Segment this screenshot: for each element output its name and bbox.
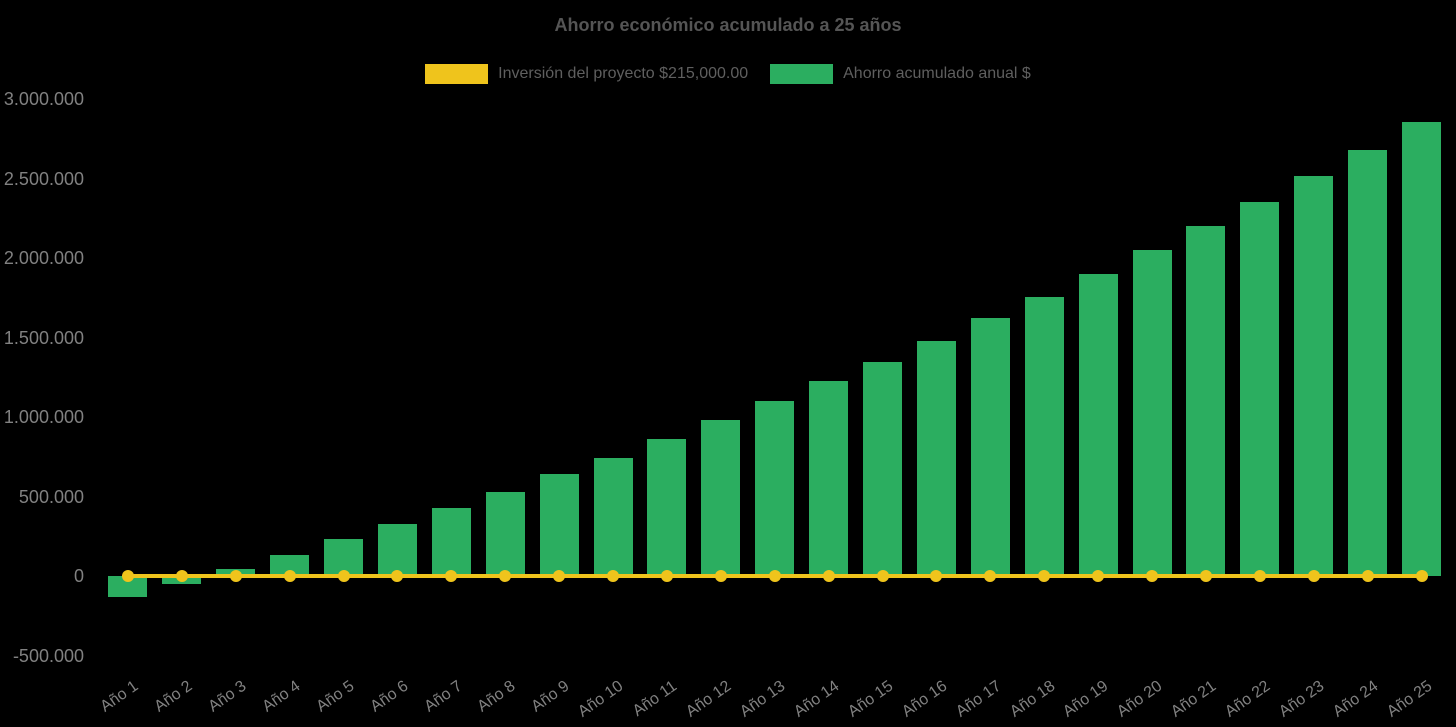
y-axis-tick-label: 3.000.000 (3, 89, 84, 109)
x-axis-tick-label: Año 9 (528, 677, 573, 716)
investment-line-marker-icon (229, 570, 242, 582)
investment-line-marker-icon (1253, 570, 1266, 582)
bar (270, 554, 310, 576)
x-axis-tick-label: Año 7 (420, 677, 465, 716)
y-axis-tick-label: 1.000.000 (3, 407, 84, 427)
x-axis-tick-label: Año 20 (1114, 677, 1166, 721)
investment-swatch-icon (425, 64, 489, 84)
investment-legend-label: Inversión del proyecto $215,000.00 (498, 65, 749, 82)
legend-item-savings[interactable]: Ahorro acumulado anual $ (770, 64, 1031, 84)
investment-line-marker-icon (984, 570, 997, 582)
investment-line-marker-icon (283, 570, 296, 582)
investment-line-marker-icon (1092, 570, 1105, 582)
bar (324, 539, 364, 576)
investment-line-marker-icon (714, 570, 727, 582)
bar (108, 576, 148, 598)
bar (485, 491, 525, 576)
y-axis-tick-label: 2.500.000 (3, 168, 84, 189)
bar (970, 318, 1010, 576)
investment-line-marker-icon (121, 570, 134, 582)
x-axis-tick-label: Año 21 (1168, 677, 1220, 721)
x-axis-tick-label: Año 10 (575, 677, 627, 721)
investment-line-marker-icon (553, 570, 566, 582)
investment-line-marker-icon (660, 570, 673, 582)
y-axis-tick-label: 500.000 (18, 486, 84, 507)
bar (701, 420, 741, 576)
x-axis-tick-label: Año 6 (367, 677, 412, 716)
investment-line-marker-icon (607, 570, 620, 582)
bar (1348, 149, 1388, 576)
investment-line-marker-icon (1361, 570, 1374, 582)
investment-line-marker-icon (1199, 570, 1212, 582)
bar (755, 401, 795, 576)
investment-line-marker-icon (822, 570, 835, 582)
investment-line-marker-icon (768, 570, 781, 582)
legend: Inversión del proyecto $215,000.00 Ahorr… (0, 64, 1456, 84)
y-axis-tick-label: 1.500.000 (3, 327, 84, 348)
bar (1078, 273, 1118, 576)
bar (1240, 201, 1280, 576)
bar (1024, 296, 1064, 576)
x-axis-tick-label: Año 8 (474, 677, 519, 716)
x-axis-tick-label: Año 15 (844, 677, 897, 721)
bar (377, 523, 417, 576)
x-axis-tick-label: Año 13 (737, 677, 789, 721)
y-axis-tick-label: -500.000 (12, 645, 84, 666)
bar (1132, 250, 1172, 576)
x-axis-tick-label: Año 19 (1060, 677, 1112, 721)
savings-swatch-icon (770, 64, 834, 84)
x-axis-tick-label: Año 5 (313, 677, 358, 716)
bar (593, 458, 633, 576)
bar (1402, 122, 1442, 576)
bar (809, 381, 849, 576)
bar (863, 362, 903, 576)
investment-line-marker-icon (175, 570, 188, 582)
x-axis-tick-label: Año 3 (205, 677, 250, 716)
investment-line-marker-icon (1146, 570, 1159, 582)
x-axis-tick-label: Año 16 (898, 677, 951, 721)
investment-line-marker-icon (445, 570, 458, 582)
investment-line-marker-icon (499, 570, 512, 582)
x-axis-tick-label: Año 2 (151, 677, 196, 716)
x-axis-tick-label: Año 11 (630, 677, 681, 720)
investment-line-marker-icon (876, 570, 889, 582)
investment-line-marker-icon (1415, 570, 1428, 582)
x-axis-tick-label: Año 17 (952, 677, 1004, 721)
y-axis-tick-label: 0 (73, 566, 84, 586)
x-axis-tick-label: Año 25 (1383, 677, 1436, 721)
investment-line-marker-icon (930, 570, 943, 582)
chart-title: Ahorro económico acumulado a 25 años (554, 15, 902, 35)
bar (431, 508, 471, 576)
bar (1186, 226, 1226, 576)
x-axis-tick-label: Año 14 (790, 677, 843, 721)
x-axis-tick-label: Año 23 (1276, 677, 1328, 721)
bar (539, 474, 579, 576)
x-axis-tick-label: Año 12 (683, 677, 735, 721)
investment-line-marker-icon (1038, 570, 1051, 582)
x-axis-tick-label: Año 1 (97, 677, 142, 716)
investment-line-marker-icon (337, 570, 350, 582)
x-axis-tick-label: Año 18 (1006, 677, 1058, 721)
x-axis-tick-label: Año 24 (1329, 677, 1382, 721)
investment-line-marker-icon (1307, 570, 1320, 582)
x-axis-tick-label: Año 22 (1222, 677, 1274, 721)
savings-legend-label: Ahorro acumulado anual $ (843, 65, 1031, 82)
investment-line-marker-icon (391, 570, 404, 582)
bar (916, 340, 956, 576)
y-axis-tick-label: 2.000.000 (3, 248, 84, 268)
legend-item-investment[interactable]: Inversión del proyecto $215,000.00 (425, 64, 748, 84)
x-axis-tick-label: Año 4 (259, 677, 304, 716)
bar (647, 439, 687, 576)
bar (1294, 176, 1334, 576)
